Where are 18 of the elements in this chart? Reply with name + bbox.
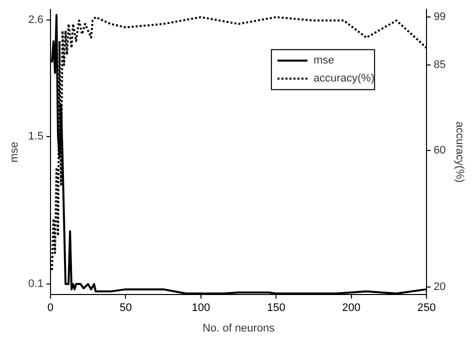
legend-label: accuracy(%) <box>313 72 375 85</box>
x-axis-title: No. of neurons <box>202 322 276 334</box>
x-tick-label: 100 <box>192 302 210 314</box>
x-tick-label: 200 <box>342 302 361 314</box>
x-tick-label: 0 <box>47 302 54 314</box>
y2-tick-label: 85 <box>434 58 446 71</box>
y-tick-label: 1.5 <box>28 130 44 142</box>
y-tick-label: 0.1 <box>28 278 44 290</box>
y-axis-title: mse <box>8 142 21 162</box>
y-tick-label: 2.6 <box>28 14 44 26</box>
y2-tick-label: 60 <box>434 144 446 156</box>
y2-tick-label: 20 <box>434 281 446 294</box>
y2-tick-label: 99 <box>434 11 446 24</box>
x-tick-label: 250 <box>417 302 436 314</box>
legend-label: mse <box>313 54 334 67</box>
x-tick-label: 150 <box>266 302 286 314</box>
x-tick-label: 50 <box>120 302 132 314</box>
y2-axis-title: accuracy(%) <box>453 122 466 183</box>
